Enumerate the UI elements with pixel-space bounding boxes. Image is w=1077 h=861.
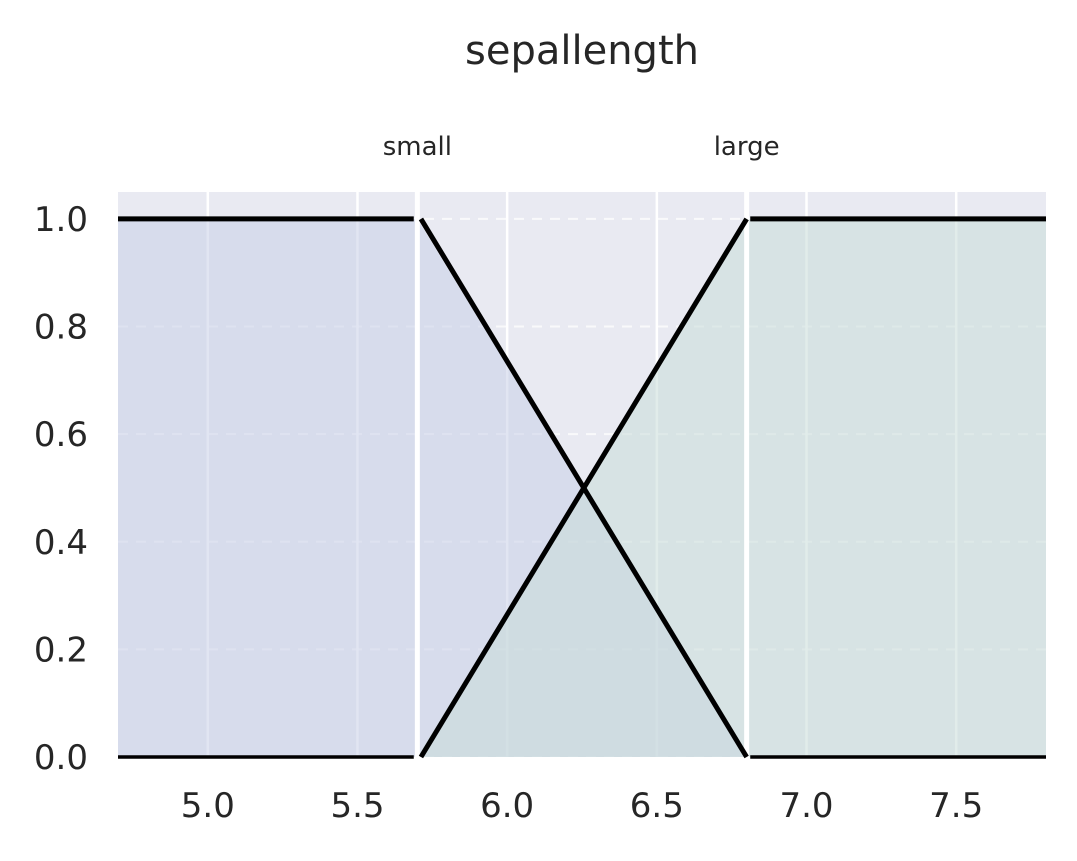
x-tick-label: 7.0	[779, 786, 833, 826]
y-tick-label: 0.8	[34, 308, 88, 348]
x-tick-label: 7.5	[929, 786, 983, 826]
y-tick-label: 1.0	[34, 200, 88, 240]
y-tick-label: 0.6	[34, 415, 88, 455]
y-tick-label: 0.2	[34, 630, 88, 670]
chart-title: sepallength	[465, 28, 699, 74]
x-tick-label: 5.0	[181, 786, 235, 826]
x-tick-label: 6.5	[630, 786, 684, 826]
term-label-large: large	[714, 132, 780, 162]
term-label-small: small	[383, 132, 452, 162]
x-tick-label: 5.5	[330, 786, 384, 826]
series-line-large-slope	[418, 217, 749, 759]
x-tick-label: 6.0	[480, 786, 534, 826]
y-tick-label: 0.4	[34, 523, 88, 563]
y-tick-label: 0.0	[34, 738, 88, 778]
series-fill-large	[417, 218, 1046, 757]
